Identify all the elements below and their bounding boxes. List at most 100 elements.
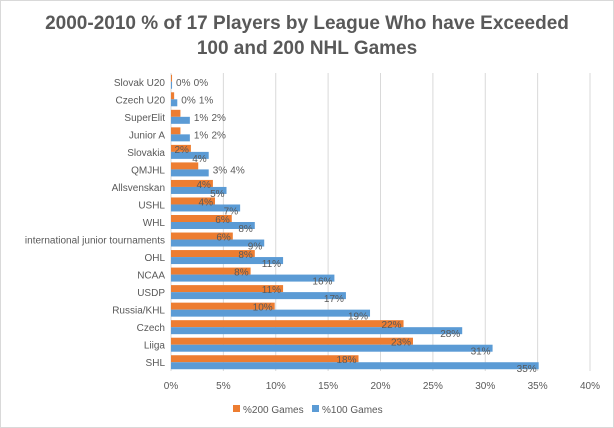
data-label: 19% <box>348 312 368 323</box>
bar <box>171 162 199 170</box>
bar <box>171 239 265 247</box>
data-label: 4% <box>230 165 245 176</box>
y-category-label: Slovak U20 <box>114 78 166 89</box>
data-label: 35% <box>517 364 537 375</box>
data-label: 23% <box>391 338 411 349</box>
bar <box>171 186 227 194</box>
data-label: 16% <box>312 277 332 288</box>
y-category-label: Czech <box>137 323 165 334</box>
bar <box>171 274 335 282</box>
x-tick-label: 40% <box>580 381 600 392</box>
bar <box>171 344 493 352</box>
data-label: 17% <box>324 294 344 305</box>
y-category-label: USDP <box>137 288 165 299</box>
y-category-label: USHL <box>138 200 165 211</box>
bar <box>171 355 359 363</box>
title-line-1: 2000-2010 % of 17 Players by League Who … <box>45 13 569 34</box>
x-tick-label: 10% <box>266 381 286 392</box>
data-label: 2% <box>211 113 226 124</box>
data-label: 22% <box>382 320 402 331</box>
bar <box>171 134 190 142</box>
bar <box>171 309 371 317</box>
data-label: 6% <box>216 233 231 244</box>
y-category-label: WHL <box>143 218 166 229</box>
bar <box>171 362 539 370</box>
data-label: 8% <box>234 268 249 279</box>
data-label: 0% <box>176 78 191 89</box>
data-label: 31% <box>471 347 491 358</box>
data-label: 10% <box>253 303 273 314</box>
bar <box>171 144 191 152</box>
legend-label: %200 Games <box>243 405 304 416</box>
y-category-label: Slovakia <box>127 148 165 159</box>
data-label: 28% <box>440 329 460 340</box>
data-label: 9% <box>248 242 263 253</box>
bar <box>171 92 175 100</box>
data-label: 0% <box>194 78 209 89</box>
bar <box>171 327 463 335</box>
bar <box>171 285 284 293</box>
y-category-label: international junior tournaments <box>25 236 165 247</box>
y-category-label: Allsvenskan <box>112 183 165 194</box>
x-tick-label: 0% <box>164 381 179 392</box>
x-tick-label: 20% <box>370 381 390 392</box>
bar <box>171 81 173 89</box>
x-tick-label: 30% <box>475 381 495 392</box>
data-label: 5% <box>210 189 225 200</box>
data-label: 8% <box>238 250 253 261</box>
bar <box>171 215 232 222</box>
data-label: 1% <box>194 113 209 124</box>
bar <box>171 204 241 212</box>
legend-swatch <box>312 405 319 412</box>
bar <box>171 109 181 117</box>
y-category-label: QMJHL <box>131 165 165 176</box>
x-tick-label: 5% <box>216 381 231 392</box>
x-tick-label: 25% <box>423 381 443 392</box>
y-category-label: NCAA <box>137 271 165 282</box>
bar <box>171 127 181 135</box>
bar <box>171 292 346 300</box>
data-label: 2% <box>211 130 226 141</box>
title-line-2: 100 and 200 NHL Games <box>196 38 418 59</box>
y-category-label: Czech U20 <box>116 95 166 106</box>
data-label: 4% <box>196 180 211 191</box>
bar <box>171 179 213 187</box>
bar <box>171 74 173 82</box>
data-label: 4% <box>199 197 214 208</box>
chart-title: 2000-2010 % of 17 Players by League Who … <box>1 11 613 61</box>
y-category-label: OHL <box>144 253 165 264</box>
bar <box>171 222 255 229</box>
legend-swatch <box>233 405 240 412</box>
bar <box>171 151 209 159</box>
data-label: 11% <box>262 259 281 270</box>
data-label: 8% <box>238 224 253 235</box>
bar <box>171 337 413 345</box>
data-label: 7% <box>224 206 239 217</box>
bar <box>171 197 215 205</box>
legend-label: %100 Games <box>322 405 383 416</box>
y-category-label: SuperElit <box>124 113 165 124</box>
data-label: 18% <box>336 355 356 366</box>
data-label: 1% <box>194 130 209 141</box>
data-label: 0% <box>181 95 196 106</box>
y-category-label: Liiga <box>144 341 166 352</box>
data-label: 6% <box>215 215 230 226</box>
bar <box>171 169 209 177</box>
bar <box>171 250 255 258</box>
data-label: 1% <box>199 95 214 106</box>
data-label: 2% <box>174 145 189 156</box>
y-category-label: SHL <box>146 358 166 369</box>
bar <box>171 302 275 310</box>
bar <box>171 116 190 124</box>
bar <box>171 267 251 275</box>
y-category-label: Junior A <box>129 130 165 141</box>
y-category-label: Russia/KHL <box>112 306 165 317</box>
bar <box>171 232 233 240</box>
bar <box>171 320 404 328</box>
bar <box>171 257 284 265</box>
x-tick-label: 15% <box>318 381 338 392</box>
x-tick-label: 35% <box>528 381 548 392</box>
data-label: 11% <box>262 285 281 296</box>
